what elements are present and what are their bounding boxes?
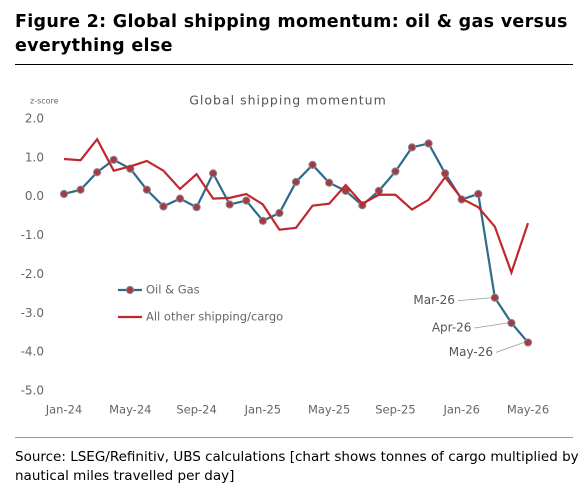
x-tick-label: Sep-25 — [375, 403, 415, 417]
data-point — [242, 196, 251, 205]
data-point — [192, 203, 201, 212]
x-tick-label: Jan-26 — [442, 403, 480, 417]
x-tick-label: May-26 — [507, 403, 549, 417]
data-point — [175, 194, 185, 203]
data-point — [258, 216, 267, 225]
series-line — [63, 142, 529, 344]
data-point — [507, 318, 516, 328]
annotation: May-26 — [449, 345, 493, 359]
data-point — [407, 143, 417, 152]
title-rule — [15, 64, 573, 65]
data-point — [275, 208, 284, 218]
y-tick-label: -5.0 — [21, 384, 44, 398]
x-tick-label: Jan-24 — [45, 403, 83, 417]
data-point — [59, 189, 69, 199]
annotation-leader — [457, 297, 491, 302]
y-tick-label: -3.0 — [21, 306, 44, 320]
y-tick-label: -2.0 — [21, 267, 44, 281]
x-tick-label: Jan-25 — [244, 403, 282, 417]
y-tick-label: 0.0 — [25, 189, 44, 203]
annotation-leader — [474, 322, 508, 329]
data-point — [325, 178, 334, 187]
data-point — [523, 338, 533, 347]
legend-marker — [125, 285, 135, 295]
legend-label: All other shipping/cargo — [146, 310, 283, 324]
data-point — [209, 169, 218, 178]
source-rule — [15, 437, 573, 438]
data-point — [291, 177, 301, 187]
data-point — [308, 160, 317, 169]
data-point — [374, 186, 383, 195]
legend-label: Oil & Gas — [146, 283, 200, 297]
y-tick-label: 1.0 — [25, 150, 44, 164]
y-tick-label: 2.0 — [25, 112, 44, 126]
data-point — [109, 155, 118, 164]
y-axis-label: z-score — [30, 97, 59, 106]
annotation: Mar-26 — [413, 293, 454, 307]
data-point — [142, 185, 151, 194]
x-tick-label: Sep-24 — [176, 403, 216, 417]
data-point — [424, 139, 433, 148]
data-point — [159, 202, 168, 211]
annotation-leader — [495, 342, 525, 353]
data-point — [76, 185, 85, 194]
data-point — [474, 189, 483, 199]
data-point — [225, 200, 234, 209]
x-tick-label: May-25 — [308, 403, 350, 417]
data-point — [490, 293, 499, 302]
data-point — [341, 186, 350, 195]
source-note: Source: LSEG/Refinitiv, UBS calculations… — [15, 449, 579, 484]
chart-title: Global shipping momentum — [189, 93, 387, 108]
data-point — [93, 168, 102, 177]
series-line — [63, 137, 530, 276]
y-tick-label: -1.0 — [21, 228, 44, 242]
annotation: Apr-26 — [432, 321, 472, 335]
x-tick-label: May-24 — [109, 403, 151, 417]
data-point — [391, 167, 400, 176]
y-tick-label: -4.0 — [21, 345, 44, 359]
figure-title: Figure 2: Global shipping momentum: oil … — [15, 12, 568, 56]
